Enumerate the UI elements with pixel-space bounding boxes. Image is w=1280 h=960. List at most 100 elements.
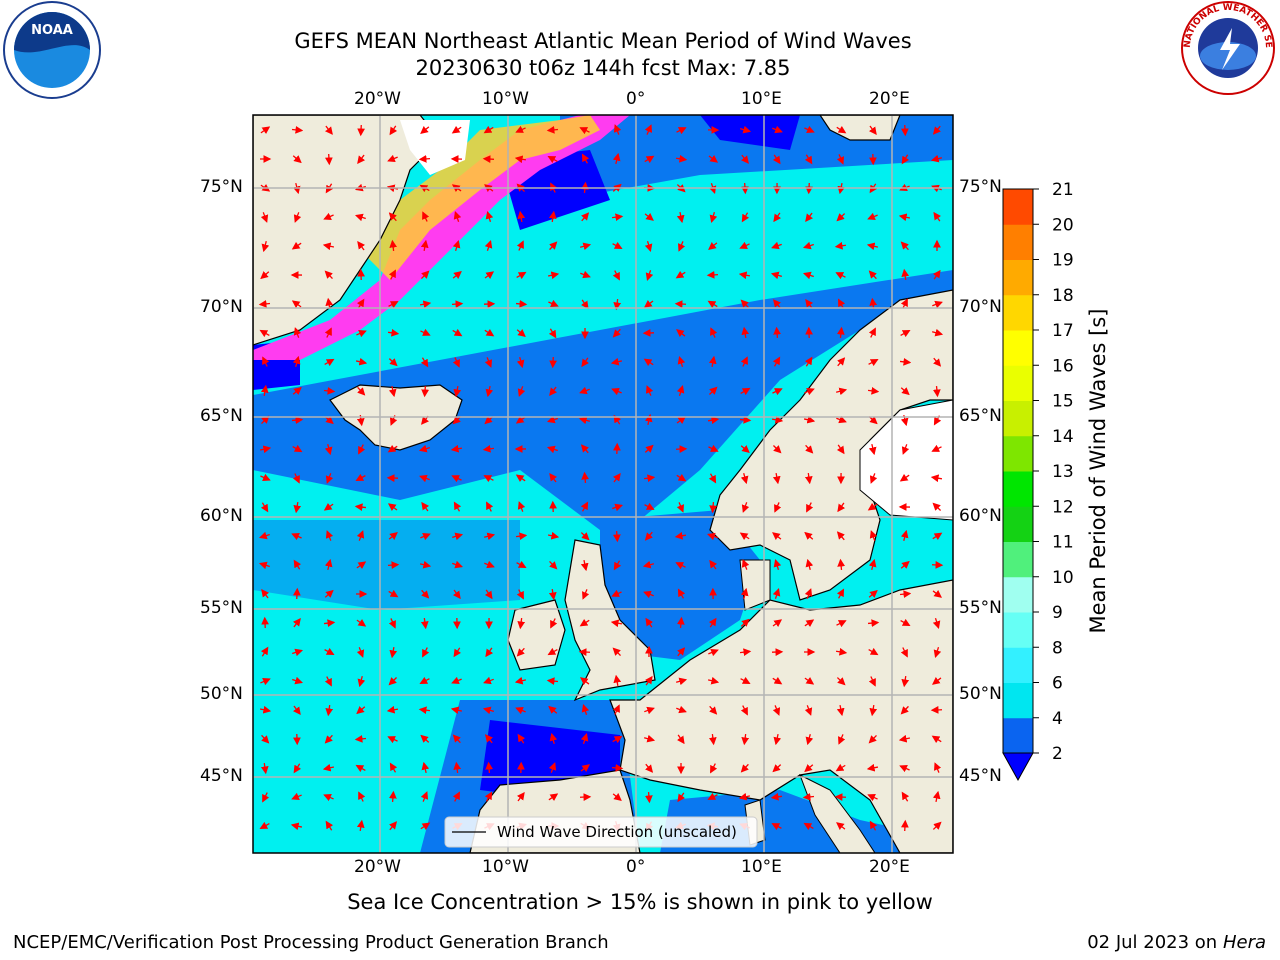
wind-wave-arrow <box>357 154 365 164</box>
wind-wave-arrow <box>261 589 270 599</box>
wind-wave-arrow <box>259 821 270 830</box>
wind-wave-arrow <box>388 301 399 309</box>
wind-wave-arrow <box>420 617 429 630</box>
wind-wave-arrow <box>581 153 590 164</box>
wind-wave-arrow <box>482 155 495 163</box>
wind-wave-arrow <box>772 388 783 396</box>
colorbar-tick-label: 4 <box>1052 709 1063 729</box>
wind-wave-arrow <box>613 674 622 687</box>
wind-wave-arrow <box>739 415 752 424</box>
wind-wave-arrow <box>389 125 398 136</box>
wind-wave-arrow <box>356 618 367 627</box>
wind-wave-arrow <box>387 444 398 453</box>
wind-wave-arrow <box>386 705 399 714</box>
wind-wave-arrow <box>421 761 430 774</box>
wind-wave-arrow <box>420 734 430 743</box>
colorbar-cell <box>1003 224 1033 260</box>
wind-wave-arrow <box>707 676 720 685</box>
wind-wave-arrow <box>740 387 751 396</box>
wind-wave-arrow <box>451 125 462 134</box>
wind-wave-arrow <box>708 648 719 657</box>
wind-wave-arrow <box>612 735 623 744</box>
wind-wave-arrow <box>419 474 430 483</box>
wind-wave-arrow <box>546 677 559 686</box>
wind-wave-arrow <box>868 676 876 687</box>
wind-wave-arrow <box>741 154 749 164</box>
wind-wave-arrow <box>325 473 334 484</box>
wind-wave-arrow <box>834 793 847 801</box>
wind-wave-arrow <box>804 472 813 485</box>
wind-wave-arrow <box>325 125 333 135</box>
wind-wave-arrow <box>580 532 590 541</box>
colorbar-tick-label: 6 <box>1052 674 1063 694</box>
colorbar-cell <box>1003 259 1033 296</box>
wind-wave-arrow <box>580 299 589 310</box>
lat-tick-left: 50°N <box>200 684 243 704</box>
wind-wave-arrow <box>421 501 430 512</box>
wind-wave-arrow <box>931 735 942 744</box>
wind-wave-arrow <box>804 125 815 133</box>
wind-wave-arrow <box>645 763 654 773</box>
wind-wave-arrow <box>325 820 334 831</box>
wind-wave-arrow <box>805 212 813 222</box>
wind-wave-arrow <box>932 821 942 830</box>
colorbar-tick-label: 2 <box>1052 744 1063 764</box>
colorbar-cell <box>1003 330 1033 366</box>
wind-wave-arrow <box>293 559 302 570</box>
legend: Wind Wave Direction (unscaled) <box>444 816 758 848</box>
wind-wave-arrow <box>867 502 878 511</box>
wind-wave-arrow <box>740 299 749 309</box>
colorbar-tick-label: 19 <box>1052 251 1074 271</box>
wind-wave-arrow <box>899 765 910 773</box>
wind-wave-arrow <box>836 822 846 830</box>
colorbar-cell <box>1003 471 1033 507</box>
wind-wave-arrow <box>357 675 366 688</box>
wind-wave-arrow <box>835 763 846 772</box>
wind-wave-arrow <box>323 212 334 220</box>
wind-wave-arrow <box>900 560 910 569</box>
wind-wave-arrow <box>579 127 590 135</box>
wind-wave-arrow <box>484 240 493 251</box>
lon-tick-bottom: 10°W <box>482 857 529 877</box>
wind-wave-arrow <box>581 471 590 484</box>
wind-wave-arrow <box>323 502 334 511</box>
lon-tick-top: 10°W <box>482 89 529 109</box>
wind-wave-arrow <box>899 473 910 482</box>
wind-wave-arrow <box>676 616 685 629</box>
wind-wave-arrow <box>741 502 750 513</box>
wind-wave-arrow <box>612 152 621 165</box>
colorbar-tick-label: 14 <box>1052 427 1074 447</box>
wind-wave-arrow <box>580 501 589 512</box>
wind-wave-arrow <box>612 241 623 249</box>
wind-wave-arrow <box>804 764 814 773</box>
wind-wave-arrow <box>549 560 558 570</box>
wind-wave-arrow <box>836 677 846 686</box>
wind-wave-arrow <box>322 763 335 772</box>
wind-wave-arrow <box>291 792 302 801</box>
wind-wave-arrow <box>324 358 335 367</box>
wind-wave-arrow <box>932 300 943 309</box>
wind-wave-arrow <box>453 647 462 658</box>
ocean-mid-northsea <box>600 510 760 660</box>
wind-wave-arrow <box>805 734 814 746</box>
wind-wave-arrow <box>740 587 749 600</box>
wind-wave-arrow <box>547 155 558 164</box>
wind-wave-arrow <box>644 531 653 541</box>
wind-wave-arrow <box>484 589 493 600</box>
land-great-britain <box>564 539 656 702</box>
wind-wave-arrow <box>675 270 686 279</box>
lat-tick-right: 45°N <box>959 766 1002 786</box>
wind-wave-arrow <box>709 559 718 570</box>
wind-wave-arrow <box>932 618 941 630</box>
wind-wave-arrow <box>900 387 910 396</box>
wind-wave-arrow <box>869 530 878 541</box>
wind-wave-arrow <box>644 502 655 510</box>
wind-wave-arrow <box>804 588 813 599</box>
wind-wave-arrow <box>805 444 814 454</box>
wind-wave-arrow <box>740 125 752 134</box>
colorbar-cell <box>1003 647 1033 683</box>
colorbar-tick-label: 16 <box>1052 356 1074 376</box>
wind-wave-arrow <box>580 270 591 279</box>
wind-wave-arrow <box>867 794 878 802</box>
